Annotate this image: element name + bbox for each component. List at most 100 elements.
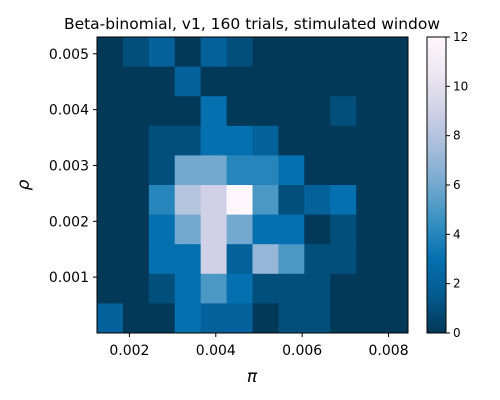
heatmap-cell bbox=[395, 244, 409, 275]
heatmap-cell bbox=[226, 214, 240, 245]
heatmap-cell bbox=[304, 155, 318, 186]
heatmap-cell bbox=[278, 185, 292, 215]
heatmap-cell bbox=[395, 303, 409, 334]
heatmap-cell bbox=[317, 125, 331, 156]
heatmap-cell bbox=[382, 185, 396, 215]
heatmap-cell bbox=[395, 273, 409, 304]
heatmap-cell bbox=[174, 96, 189, 127]
heatmap-cell bbox=[200, 37, 215, 67]
heatmap-cell bbox=[395, 96, 409, 127]
heatmap-cell bbox=[135, 185, 150, 215]
heatmap-cell bbox=[291, 273, 305, 304]
heatmap-cell bbox=[200, 273, 215, 304]
heatmap-cell bbox=[265, 66, 279, 97]
heatmap-cell bbox=[213, 155, 227, 186]
colorbar: 0 2 4 6 8 10 12 bbox=[426, 30, 468, 340]
heatmap-cell bbox=[265, 155, 279, 186]
heatmap-cell bbox=[109, 214, 124, 245]
heatmap-cell bbox=[97, 96, 111, 127]
heatmap-cell bbox=[382, 96, 396, 127]
heatmap-cell bbox=[356, 96, 370, 127]
heatmap-cell bbox=[330, 273, 344, 304]
heatmap-cell bbox=[395, 155, 409, 186]
heatmap-cell bbox=[291, 125, 305, 156]
heatmap-cell bbox=[239, 185, 253, 215]
heatmap-cell bbox=[291, 303, 305, 334]
x-tick-label: 0.004 bbox=[196, 343, 236, 359]
y-tick-label: 0.002 bbox=[49, 214, 89, 230]
heatmap-cell bbox=[343, 214, 357, 245]
heatmap-cell bbox=[109, 273, 124, 304]
colorbar-tick-label: 8 bbox=[453, 129, 461, 143]
heatmap-cell bbox=[356, 214, 370, 245]
heatmap-cell bbox=[109, 185, 124, 215]
heatmap-cell bbox=[97, 66, 111, 97]
heatmap-cell bbox=[200, 96, 215, 127]
heatmap-cell bbox=[135, 37, 150, 67]
x-axis-label: π bbox=[247, 367, 258, 387]
heatmap-cell bbox=[252, 185, 266, 215]
heatmap-cell bbox=[97, 155, 111, 186]
heatmap-cell bbox=[343, 66, 357, 97]
heatmap-cell bbox=[278, 66, 292, 97]
heatmap-cell bbox=[395, 214, 409, 245]
heatmap-cell bbox=[200, 214, 215, 245]
heatmap-cell bbox=[369, 185, 383, 215]
heatmap-cell bbox=[97, 273, 111, 304]
heatmap-cell bbox=[278, 37, 292, 67]
heatmap-cell bbox=[239, 37, 253, 67]
heatmap-cell bbox=[200, 155, 215, 186]
colorbar-tick-label: 4 bbox=[453, 227, 461, 241]
heatmap-cell bbox=[252, 96, 266, 127]
heatmap-cell bbox=[343, 155, 357, 186]
y-tick-label: 0.004 bbox=[49, 103, 89, 119]
heatmap-cell bbox=[161, 214, 176, 245]
heatmap-cell bbox=[356, 66, 370, 97]
heatmap-cell bbox=[161, 125, 176, 156]
heatmap-cell bbox=[122, 125, 137, 156]
heatmap-cell bbox=[291, 155, 305, 186]
heatmap-cell bbox=[226, 125, 240, 156]
heatmap-cell bbox=[278, 303, 292, 334]
heatmap-cell bbox=[278, 96, 292, 127]
heatmap-cell bbox=[148, 37, 163, 67]
heatmap-cell bbox=[265, 244, 279, 275]
heatmap-cell bbox=[343, 185, 357, 215]
heatmap-cell bbox=[304, 185, 318, 215]
heatmap-cell bbox=[330, 37, 344, 67]
heatmap-cell bbox=[213, 214, 227, 245]
heatmap-cell bbox=[369, 303, 383, 334]
heatmap-cell bbox=[304, 66, 318, 97]
heatmap-cell bbox=[369, 273, 383, 304]
heatmap-cell bbox=[343, 37, 357, 67]
heatmap-cell bbox=[304, 125, 318, 156]
heatmap-cell bbox=[109, 303, 124, 334]
heatmap-cell bbox=[200, 303, 215, 334]
heatmap-cell bbox=[148, 96, 163, 127]
heatmap-cell bbox=[382, 155, 396, 186]
heatmap-cell bbox=[304, 303, 318, 334]
heatmap-cell bbox=[187, 96, 202, 127]
heatmap-cell bbox=[330, 96, 344, 127]
heatmap-cell bbox=[278, 214, 292, 245]
y-tick-label: 0.001 bbox=[49, 270, 89, 286]
heatmap-cell bbox=[187, 185, 202, 215]
heatmap-cell bbox=[239, 273, 253, 304]
heatmap-cell bbox=[135, 273, 150, 304]
heatmap-cell bbox=[330, 66, 344, 97]
y-tick-label: 0.003 bbox=[49, 158, 89, 174]
heatmap-cell bbox=[109, 125, 124, 156]
heatmap-cell bbox=[97, 244, 111, 275]
heatmap-cell bbox=[356, 125, 370, 156]
heatmap-cell bbox=[109, 155, 124, 186]
heatmap-cell bbox=[148, 303, 163, 334]
heatmap-cell bbox=[382, 244, 396, 275]
heatmap-cell bbox=[382, 303, 396, 334]
heatmap-cell bbox=[135, 66, 150, 97]
colorbar-tick-label: 2 bbox=[453, 277, 461, 291]
heatmap-cell bbox=[187, 303, 202, 334]
heatmap-cell bbox=[382, 125, 396, 156]
heatmap-cell bbox=[239, 155, 253, 186]
heatmap-cell bbox=[369, 155, 383, 186]
heatmap-cell bbox=[97, 125, 111, 156]
